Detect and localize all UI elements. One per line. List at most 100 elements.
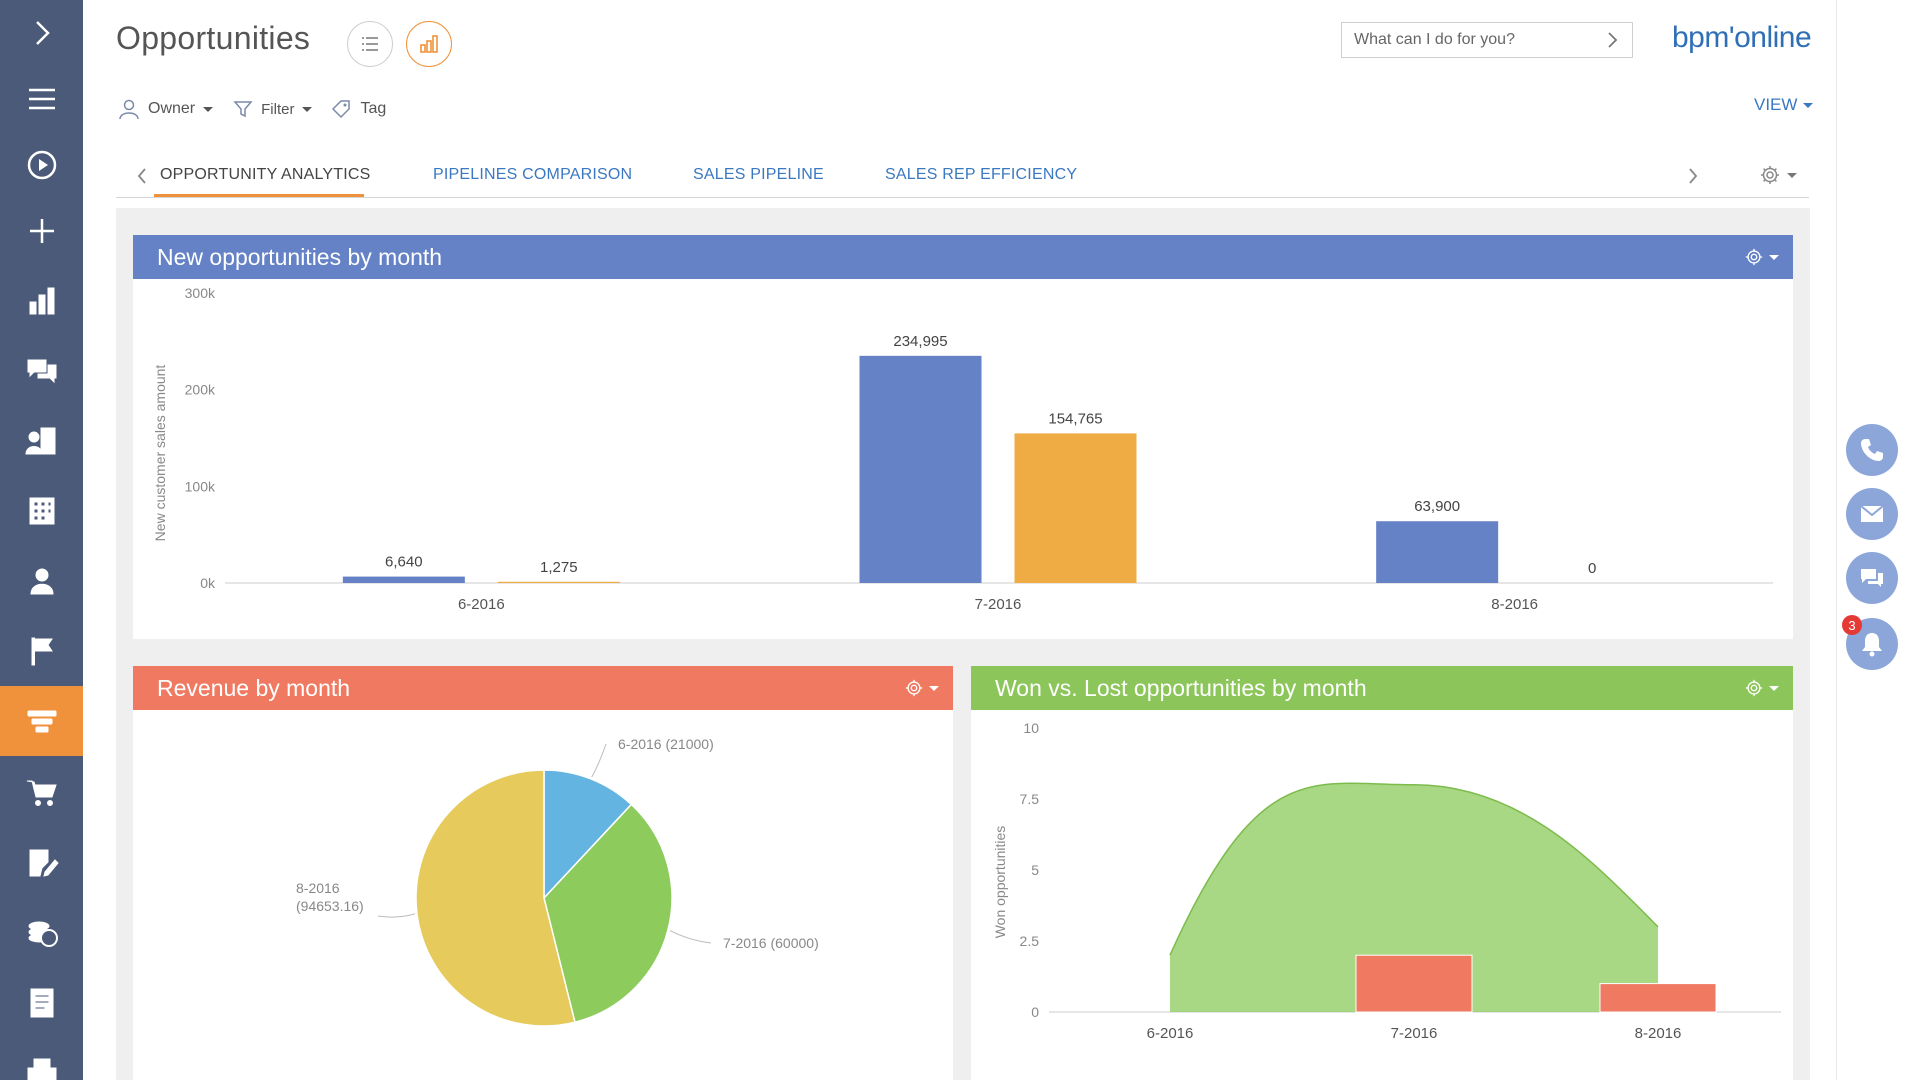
print-icon[interactable]: [0, 1040, 83, 1080]
pie-leader-line: [377, 913, 416, 918]
revenue-panel: Revenue by month 6-2016 (21000) 7-2016 (6…: [133, 666, 953, 1080]
list-view-button[interactable]: [347, 21, 393, 67]
y-tick-label: 100k: [185, 478, 216, 494]
phone-icon: [1861, 439, 1883, 461]
opportunities-icon[interactable]: [0, 686, 83, 756]
list-icon: [362, 37, 378, 51]
chevron-right-icon[interactable]: [1606, 31, 1620, 49]
leads-icon[interactable]: [0, 618, 83, 684]
logo: bpm'online: [1672, 21, 1812, 54]
page-title: Opportunities: [116, 20, 311, 56]
phone-button[interactable]: [1846, 424, 1898, 476]
bar: [1376, 521, 1499, 583]
notification-count-badge: 3: [1842, 615, 1862, 635]
user-icon: [119, 99, 139, 120]
y-tick-label: 7.5: [1020, 791, 1040, 807]
documents-icon[interactable]: [0, 970, 83, 1036]
owner-filter-button[interactable]: Owner: [118, 98, 214, 120]
filter-toolbar: Owner Filter Tag: [118, 96, 386, 122]
area-line: [1169, 782, 1659, 956]
chat-button[interactable]: [1846, 552, 1898, 604]
chevron-down-icon: [1769, 254, 1779, 260]
panel-settings-button[interactable]: [1744, 247, 1779, 267]
analytics-view-button[interactable]: [406, 21, 452, 67]
data-label: 0: [1588, 560, 1596, 577]
y-tick-label: 0: [1031, 1004, 1039, 1020]
chat-icon: [1861, 569, 1883, 587]
play-icon[interactable]: [0, 132, 83, 198]
pie-label: (94653.16): [296, 898, 364, 914]
x-tick-label: 6-2016: [1147, 1025, 1194, 1042]
y-tick-label: 5: [1031, 862, 1039, 878]
bar: [1014, 433, 1137, 583]
data-label: 1,275: [540, 559, 578, 576]
data-label: 6,640: [385, 554, 423, 571]
owner-label: Owner: [148, 100, 196, 117]
y-tick-label: 10: [1023, 720, 1039, 736]
contracts-icon[interactable]: [0, 830, 83, 896]
x-tick-label: 6-2016: [458, 596, 505, 613]
feed-icon[interactable]: [0, 338, 83, 404]
won-lost-panel: Won vs. Lost opportunities by month 0 2.5…: [971, 666, 1793, 1080]
analytics-icon[interactable]: [0, 268, 83, 334]
tab-opportunity-analytics[interactable]: OPPORTUNITY ANALYTICS: [160, 166, 371, 183]
search-input[interactable]: [1354, 31, 1606, 49]
active-tab-indicator: [154, 194, 364, 197]
pie-slice: [415, 769, 576, 1027]
pie-label: 8-2016: [296, 880, 340, 896]
orders-icon[interactable]: [0, 760, 83, 826]
filter-button[interactable]: Filter: [233, 99, 313, 119]
email-button[interactable]: [1846, 488, 1898, 540]
revenue-chart: 6-2016 (21000) 7-2016 (60000) 8-2016 (94653…: [296, 736, 819, 1027]
y-tick-label: 300k: [185, 285, 216, 301]
contacts-icon[interactable]: [0, 548, 83, 614]
pie-slice: [543, 769, 633, 900]
gear-icon: [905, 679, 923, 697]
pie-leader-line: [669, 930, 712, 944]
envelope-icon: [1860, 505, 1884, 522]
panel-settings-button[interactable]: [904, 678, 939, 698]
bar: [497, 581, 620, 583]
new-opportunities-chart: 0k 100k 200k 300k New customer sales amount 6…: [152, 285, 1773, 613]
companies-icon[interactable]: [0, 478, 83, 544]
view-menu-button[interactable]: VIEW: [1754, 95, 1814, 115]
data-label: 154,765: [1048, 410, 1102, 427]
y-axis-label: Won opportunities: [992, 826, 1008, 939]
panel-header: Revenue by month: [133, 666, 953, 710]
tag-button[interactable]: Tag: [330, 98, 386, 120]
pie-slice: [543, 803, 673, 1024]
panel-title: Revenue by month: [157, 674, 351, 701]
panel-settings-button[interactable]: [1744, 678, 1779, 698]
tabs-settings-button[interactable]: [1759, 164, 1797, 186]
communication-panel: [1836, 0, 1920, 1080]
chevron-right-icon[interactable]: [1687, 166, 1699, 186]
panel-title: New opportunities by month: [157, 243, 443, 270]
menu-icon[interactable]: [0, 66, 83, 132]
gear-icon: [1761, 166, 1779, 184]
tab-sales-rep-efficiency[interactable]: SALES REP EFFICIENCY: [885, 166, 1078, 183]
chevron-down-icon: [203, 106, 214, 112]
panel-title: Won vs. Lost opportunities by month: [995, 674, 1367, 701]
tab-pipelines-comparison[interactable]: PIPELINES COMPARISON: [433, 166, 633, 183]
expand-icon[interactable]: [0, 0, 83, 66]
chevron-down-icon: [929, 685, 939, 691]
panel-header: Won vs. Lost opportunities by month: [971, 666, 1793, 710]
accounts-icon[interactable]: [0, 408, 83, 474]
chevron-down-icon: [1803, 102, 1814, 108]
bar: [1355, 954, 1473, 1013]
tab-sales-pipeline[interactable]: SALES PIPELINE: [693, 166, 824, 183]
command-search-box[interactable]: [1341, 22, 1633, 58]
y-tick-label: 2.5: [1020, 933, 1040, 949]
x-tick-label: 7-2016: [975, 596, 1022, 613]
invoices-icon[interactable]: [0, 900, 83, 966]
view-label: VIEW: [1754, 95, 1798, 114]
gear-icon: [1745, 679, 1763, 697]
bar: [859, 355, 982, 583]
bar: [342, 576, 465, 583]
data-label: 234,995: [893, 333, 947, 350]
dashboard-area: New opportunities by month 0k 100k 200k 300…: [116, 208, 1810, 1080]
add-icon[interactable]: [0, 198, 83, 264]
chevron-down-icon: [302, 106, 313, 112]
pie-leader-line: [591, 743, 607, 778]
chevron-left-icon[interactable]: [136, 166, 148, 186]
